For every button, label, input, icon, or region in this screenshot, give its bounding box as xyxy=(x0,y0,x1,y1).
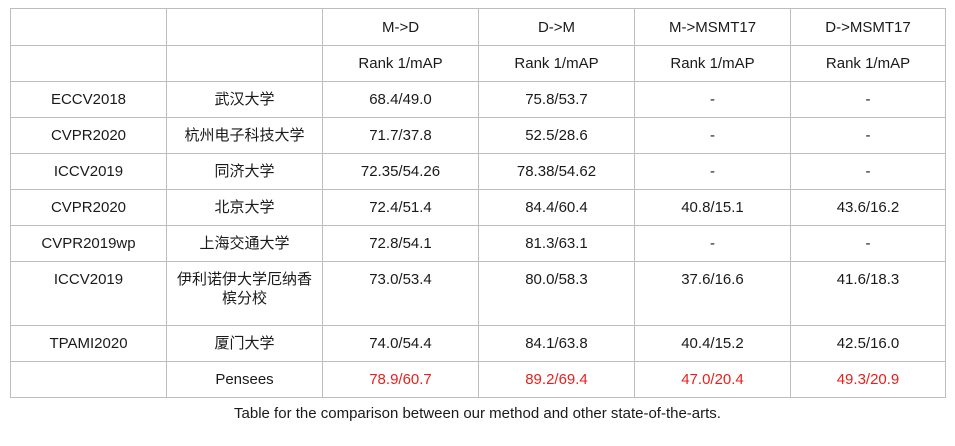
score-cell: - xyxy=(634,117,791,154)
score-cell: - xyxy=(790,81,946,118)
score-cell: 72.4/51.4 xyxy=(322,189,479,226)
table-row: ECCV2018 武汉大学 68.4/49.0 75.8/53.7 - - xyxy=(10,81,946,118)
institution-cell: 杭州电子科技大学 xyxy=(166,117,323,154)
score-cell: 71.7/37.8 xyxy=(322,117,479,154)
comparison-table: M->D D->M M->MSMT17 D->MSMT17 Rank 1/mAP… xyxy=(10,8,946,398)
venue-cell: CVPR2020 xyxy=(10,189,167,226)
score-cell: 78.38/54.62 xyxy=(478,153,635,190)
score-cell: 37.6/16.6 xyxy=(634,261,791,326)
institution-cell: 同济大学 xyxy=(166,153,323,190)
score-cell: 84.4/60.4 xyxy=(478,189,635,226)
table-row-highlighted: Pensees 78.9/60.7 89.2/69.4 47.0/20.4 49… xyxy=(10,361,946,398)
score-cell: 73.0/53.4 xyxy=(322,261,479,326)
header-cell xyxy=(10,8,167,46)
score-cell: - xyxy=(790,153,946,190)
venue-cell xyxy=(10,361,167,398)
header-cell: Rank 1/mAP xyxy=(634,45,791,82)
score-cell: 68.4/49.0 xyxy=(322,81,479,118)
header-cell: D->MSMT17 xyxy=(790,8,946,46)
score-cell-highlight: 47.0/20.4 xyxy=(634,361,791,398)
score-cell: 75.8/53.7 xyxy=(478,81,635,118)
header-cell: Rank 1/mAP xyxy=(322,45,479,82)
header-cell xyxy=(166,8,323,46)
score-cell: 41.6/18.3 xyxy=(790,261,946,326)
table-row: CVPR2020 杭州电子科技大学 71.7/37.8 52.5/28.6 - … xyxy=(10,117,946,154)
score-cell-highlight: 78.9/60.7 xyxy=(322,361,479,398)
venue-cell: ECCV2018 xyxy=(10,81,167,118)
score-cell: 42.5/16.0 xyxy=(790,325,946,362)
header-row-tasks: M->D D->M M->MSMT17 D->MSMT17 xyxy=(10,8,946,46)
score-cell: 40.4/15.2 xyxy=(634,325,791,362)
venue-cell: ICCV2019 xyxy=(10,153,167,190)
institution-cell: 厦门大学 xyxy=(166,325,323,362)
score-cell: - xyxy=(634,225,791,262)
institution-cell: 北京大学 xyxy=(166,189,323,226)
venue-cell: TPAMI2020 xyxy=(10,325,167,362)
institution-cell: 武汉大学 xyxy=(166,81,323,118)
score-cell: 74.0/54.4 xyxy=(322,325,479,362)
score-cell: 52.5/28.6 xyxy=(478,117,635,154)
venue-cell: ICCV2019 xyxy=(10,261,167,326)
score-cell: 43.6/16.2 xyxy=(790,189,946,226)
table-row: CVPR2019wp 上海交通大学 72.8/54.1 81.3/63.1 - … xyxy=(10,225,946,262)
score-cell: 81.3/63.1 xyxy=(478,225,635,262)
institution-cell: Pensees xyxy=(166,361,323,398)
table-caption: Table for the comparison between our met… xyxy=(234,405,721,422)
table-row: CVPR2020 北京大学 72.4/51.4 84.4/60.4 40.8/1… xyxy=(10,189,946,226)
venue-cell: CVPR2020 xyxy=(10,117,167,154)
header-cell: M->D xyxy=(322,8,479,46)
venue-cell: CVPR2019wp xyxy=(10,225,167,262)
header-cell: D->M xyxy=(478,8,635,46)
table-row: ICCV2019 伊利诺伊大学厄纳香槟分校 73.0/53.4 80.0/58.… xyxy=(10,261,946,326)
score-cell: - xyxy=(790,117,946,154)
header-cell: M->MSMT17 xyxy=(634,8,791,46)
header-cell xyxy=(166,45,323,82)
score-cell: 40.8/15.1 xyxy=(634,189,791,226)
score-cell: - xyxy=(634,153,791,190)
header-cell: Rank 1/mAP xyxy=(478,45,635,82)
score-cell-highlight: 89.2/69.4 xyxy=(478,361,635,398)
score-cell-highlight: 49.3/20.9 xyxy=(790,361,946,398)
table-row: TPAMI2020 厦门大学 74.0/54.4 84.1/63.8 40.4/… xyxy=(10,325,946,362)
institution-cell: 上海交通大学 xyxy=(166,225,323,262)
score-cell: 72.35/54.26 xyxy=(322,153,479,190)
score-cell: 72.8/54.1 xyxy=(322,225,479,262)
header-row-metric: Rank 1/mAP Rank 1/mAP Rank 1/mAP Rank 1/… xyxy=(10,45,946,82)
table-row: ICCV2019 同济大学 72.35/54.26 78.38/54.62 - … xyxy=(10,153,946,190)
score-cell: 84.1/63.8 xyxy=(478,325,635,362)
header-cell xyxy=(10,45,167,82)
header-cell: Rank 1/mAP xyxy=(790,45,946,82)
score-cell: - xyxy=(634,81,791,118)
score-cell: 80.0/58.3 xyxy=(478,261,635,326)
institution-cell: 伊利诺伊大学厄纳香槟分校 xyxy=(166,261,323,326)
score-cell: - xyxy=(790,225,946,262)
